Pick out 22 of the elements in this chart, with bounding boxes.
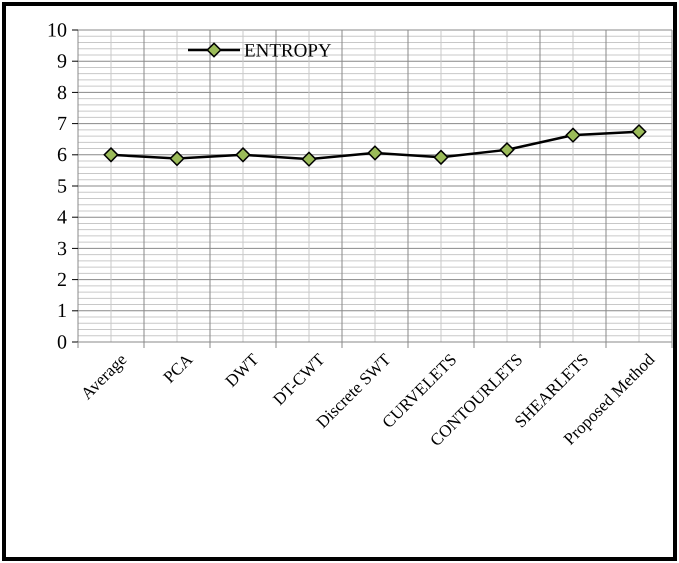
point bbox=[500, 142, 514, 158]
point bbox=[104, 147, 118, 162]
legend-label: ENTROPY bbox=[244, 40, 332, 62]
y-tick-label: 3 bbox=[57, 238, 67, 260]
y-tick-label: 4 bbox=[57, 206, 67, 229]
point bbox=[170, 151, 184, 166]
point bbox=[302, 152, 316, 167]
point bbox=[236, 147, 250, 162]
y-tick-label: 1 bbox=[57, 300, 67, 322]
point bbox=[632, 124, 646, 140]
y-tick-label: 2 bbox=[57, 269, 67, 291]
point bbox=[368, 145, 382, 160]
y-tick-label: 10 bbox=[47, 19, 67, 42]
point bbox=[566, 128, 580, 143]
y-tick-label: 7 bbox=[57, 113, 67, 135]
y-tick-label: 8 bbox=[57, 82, 67, 104]
point bbox=[434, 150, 448, 165]
y-tick-label: 5 bbox=[57, 175, 67, 198]
y-tick-label: 6 bbox=[57, 144, 67, 166]
y-tick-label: 0 bbox=[57, 331, 67, 354]
x-tick-label: PCA bbox=[160, 349, 197, 387]
y-tick-label: 9 bbox=[57, 50, 67, 73]
